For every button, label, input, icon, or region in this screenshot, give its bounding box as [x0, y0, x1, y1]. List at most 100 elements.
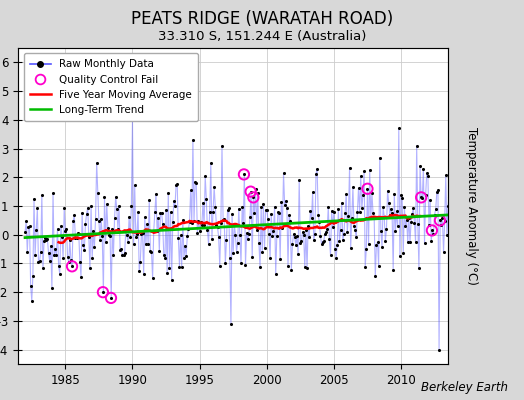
- Point: [108, 226, 116, 232]
- Point: [417, 194, 425, 200]
- Point: [67, 257, 75, 264]
- Point: [161, 254, 169, 261]
- Point: [449, 232, 457, 238]
- Point: [224, 205, 233, 212]
- Point: [77, 274, 85, 280]
- Point: [174, 234, 182, 241]
- Point: [196, 219, 205, 226]
- Point: [351, 227, 359, 233]
- Point: [113, 206, 121, 212]
- Point: [302, 227, 310, 233]
- Point: [354, 185, 363, 191]
- Point: [403, 239, 412, 245]
- Point: [205, 209, 214, 215]
- Point: [146, 248, 155, 254]
- Point: [433, 189, 441, 195]
- Point: [199, 200, 207, 206]
- Point: [238, 204, 246, 211]
- Point: [320, 238, 328, 244]
- Point: [441, 218, 449, 224]
- Point: [177, 232, 185, 239]
- Point: [282, 205, 291, 211]
- Point: [369, 210, 377, 216]
- Point: [66, 237, 74, 244]
- Point: [445, 194, 453, 200]
- Point: [30, 196, 38, 202]
- Point: [356, 173, 365, 179]
- Point: [54, 262, 63, 269]
- Point: [52, 252, 61, 258]
- Point: [250, 210, 259, 217]
- Point: [425, 222, 433, 228]
- Point: [422, 170, 431, 176]
- Point: [107, 295, 115, 301]
- Point: [274, 209, 282, 216]
- Point: [318, 241, 326, 248]
- Point: [206, 160, 215, 167]
- Point: [294, 251, 302, 257]
- Point: [214, 234, 223, 240]
- Point: [270, 203, 279, 210]
- Point: [322, 228, 330, 235]
- Point: [325, 236, 334, 243]
- Point: [73, 230, 82, 236]
- Point: [141, 240, 150, 247]
- Text: 33.310 S, 151.244 E (Australia): 33.310 S, 151.244 E (Australia): [158, 30, 366, 43]
- Point: [244, 236, 252, 242]
- Point: [94, 190, 102, 196]
- Point: [189, 137, 197, 143]
- Point: [247, 188, 255, 195]
- Point: [373, 239, 381, 245]
- Point: [51, 246, 59, 252]
- Point: [278, 225, 287, 231]
- Point: [405, 214, 413, 221]
- Point: [350, 223, 358, 229]
- Point: [165, 265, 173, 271]
- Point: [157, 210, 166, 216]
- Point: [155, 248, 163, 254]
- Point: [183, 233, 191, 239]
- Point: [392, 208, 401, 215]
- Point: [446, 224, 454, 230]
- Point: [300, 232, 308, 239]
- Point: [86, 265, 94, 272]
- Point: [212, 222, 221, 228]
- Point: [399, 250, 408, 256]
- Point: [237, 260, 245, 267]
- Point: [136, 258, 145, 265]
- Point: [128, 117, 137, 123]
- Point: [306, 208, 314, 214]
- Point: [340, 231, 348, 237]
- Point: [436, 217, 444, 224]
- Point: [259, 200, 268, 207]
- Point: [68, 263, 76, 270]
- Point: [358, 205, 366, 212]
- Point: [253, 227, 261, 233]
- Point: [254, 190, 262, 196]
- Point: [102, 238, 110, 245]
- Point: [110, 252, 118, 258]
- Point: [229, 250, 237, 256]
- Point: [328, 208, 336, 214]
- Point: [70, 212, 79, 218]
- Point: [129, 241, 138, 248]
- Point: [424, 173, 432, 179]
- Point: [435, 346, 443, 353]
- Point: [202, 196, 211, 202]
- Point: [41, 235, 49, 242]
- Point: [22, 218, 30, 224]
- Point: [444, 203, 452, 209]
- Point: [366, 167, 374, 174]
- Point: [158, 221, 167, 227]
- Point: [201, 173, 210, 180]
- Point: [221, 260, 230, 266]
- Point: [249, 194, 257, 200]
- Point: [95, 218, 103, 225]
- Point: [420, 240, 429, 246]
- Point: [334, 206, 343, 213]
- Point: [263, 206, 271, 213]
- Point: [32, 226, 40, 233]
- Point: [114, 226, 122, 232]
- Point: [87, 202, 95, 209]
- Point: [268, 233, 277, 240]
